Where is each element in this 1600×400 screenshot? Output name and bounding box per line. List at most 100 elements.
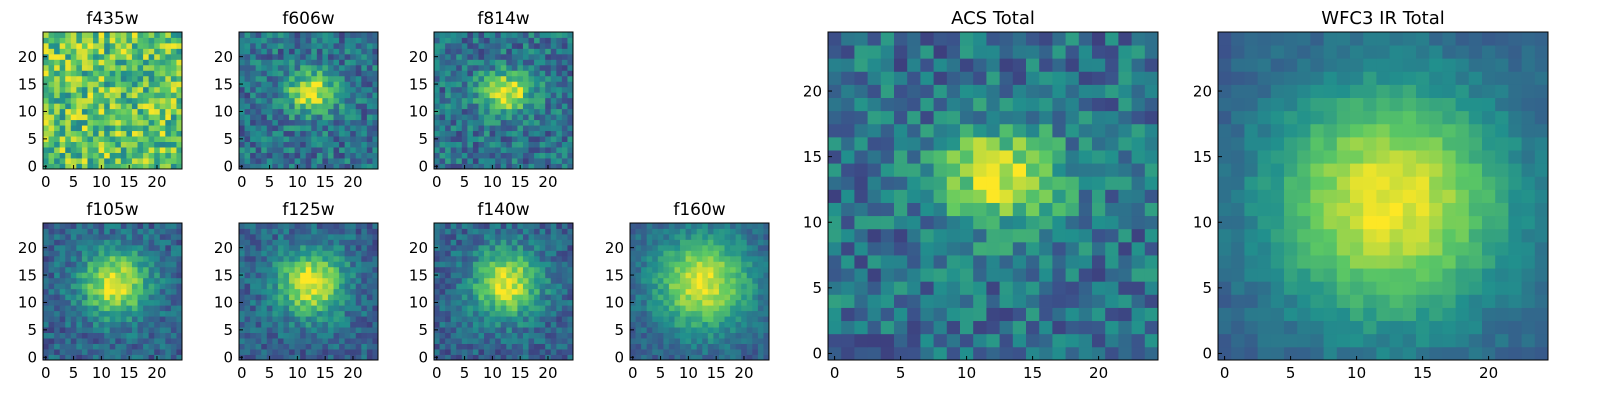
heatmap-cell [165, 141, 172, 148]
heatmap-cell [472, 299, 479, 306]
heatmap-cell [746, 223, 753, 229]
heatmap-cell [255, 283, 262, 290]
heatmap-cell [98, 233, 105, 240]
heatmap-cell [960, 176, 974, 190]
heatmap-cell [54, 114, 61, 121]
heatmap-cell [109, 114, 116, 121]
heatmap-cell [148, 125, 155, 132]
heatmap-cell [472, 244, 479, 251]
heatmap-cell [98, 119, 105, 126]
heatmap-cell [344, 266, 351, 273]
heatmap-cell [1052, 202, 1066, 217]
heatmap-cell [327, 158, 334, 164]
heatmap-cell [674, 310, 681, 317]
heatmap-cell [120, 37, 127, 44]
heatmap-cell [344, 97, 351, 104]
heatmap-cell [372, 152, 379, 159]
heatmap-cell [170, 277, 177, 284]
heatmap-cell [98, 349, 105, 355]
heatmap-cell [131, 316, 138, 323]
heatmap-cell [322, 266, 329, 273]
heatmap-cell [48, 64, 55, 71]
heatmap-cell [300, 255, 307, 262]
heatmap-cell [176, 32, 183, 38]
heatmap-cell [255, 223, 262, 229]
heatmap-cell [239, 233, 245, 240]
heatmap-cell [115, 103, 122, 110]
heatmap-cell [741, 305, 748, 312]
heatmap-cell [59, 64, 66, 71]
heatmap-cell [1105, 202, 1119, 217]
heatmap-cell [641, 244, 648, 251]
heatmap-cell [70, 130, 77, 137]
heatmap-cell [350, 338, 357, 344]
heatmap-cell [339, 70, 346, 77]
heatmap-cell [746, 310, 753, 317]
heatmap-cell [539, 97, 546, 104]
heatmap-cell [467, 261, 474, 268]
heatmap-cell [350, 108, 357, 115]
heatmap-cell [456, 255, 463, 262]
heatmap-cell [165, 64, 172, 71]
heatmap-cell [511, 81, 518, 88]
heatmap-cell [522, 244, 529, 251]
heatmap-cell [294, 108, 301, 115]
heatmap-cell [730, 332, 737, 339]
heatmap-cell [663, 261, 670, 268]
heatmap-cell [528, 288, 535, 295]
heatmap-cell [534, 130, 541, 137]
heatmap-cell [752, 223, 759, 229]
heatmap-cell [148, 244, 155, 251]
heatmap-cell [445, 81, 452, 88]
heatmap-cell [450, 147, 457, 153]
y-tick-label: 20 [214, 48, 233, 66]
heatmap-cell [344, 343, 351, 350]
heatmap-cell [305, 244, 312, 251]
heatmap-cell [680, 228, 686, 235]
heatmap-cell [339, 250, 346, 257]
heatmap-cell [550, 283, 557, 290]
heatmap-cell [109, 97, 116, 104]
heatmap-cell [361, 81, 368, 88]
heatmap-cell [333, 305, 340, 312]
heatmap-cell [76, 354, 83, 361]
y-tick-label: 0 [27, 158, 37, 176]
heatmap-cell [545, 255, 552, 262]
heatmap-cell [76, 349, 83, 355]
heatmap-cell [277, 163, 284, 170]
heatmap-cell [713, 327, 720, 333]
heatmap-cell [478, 266, 485, 273]
heatmap-cell [143, 48, 150, 55]
heatmap-cell [361, 277, 368, 284]
heatmap-cell [472, 250, 479, 257]
heatmap-cell [724, 272, 731, 279]
heatmap-cell [567, 266, 574, 273]
heatmap-cell [115, 81, 122, 88]
heatmap-cell [361, 53, 368, 60]
heatmap-cell [120, 59, 127, 66]
heatmap-cell [652, 288, 659, 295]
heatmap-cell [59, 32, 66, 38]
heatmap-cell [294, 255, 301, 262]
heatmap-cell [1012, 215, 1027, 230]
heatmap-cell [752, 244, 759, 251]
heatmap-cell [115, 321, 122, 328]
heatmap-cell [109, 147, 116, 153]
heatmap-cell [561, 48, 568, 55]
heatmap-cell [696, 250, 703, 257]
heatmap-cell [277, 48, 284, 55]
heatmap-cell [355, 152, 362, 159]
heatmap-cell [339, 136, 346, 142]
heatmap-cell [372, 354, 379, 361]
heatmap-cell [109, 228, 116, 235]
heatmap-cell [261, 244, 268, 251]
heatmap-cell [333, 130, 340, 137]
heatmap-cell [294, 64, 301, 71]
heatmap-cell [517, 283, 524, 290]
heatmap-cell [528, 239, 535, 246]
heatmap-cell [333, 32, 340, 38]
heatmap-cell [517, 141, 524, 148]
heatmap-cell [48, 349, 55, 355]
heatmap-cell [93, 59, 99, 66]
